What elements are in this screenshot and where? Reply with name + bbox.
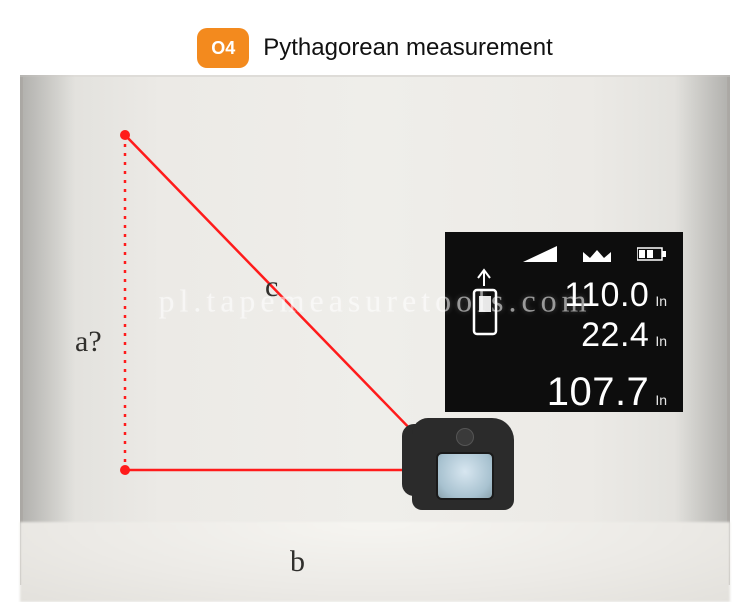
display-status-row bbox=[523, 246, 667, 262]
step-badge: O4 bbox=[197, 28, 249, 68]
device-button bbox=[456, 428, 474, 446]
label-b: b bbox=[290, 545, 305, 579]
battery-icon bbox=[637, 247, 667, 261]
measurement-value-2: 22.4 In bbox=[581, 318, 667, 352]
value-2-unit: In bbox=[655, 334, 667, 352]
device-lcd bbox=[436, 452, 494, 500]
measurement-value-result: 107.7 In bbox=[547, 366, 667, 412]
triangle-side-c bbox=[125, 135, 450, 470]
laser-measure-device bbox=[412, 418, 514, 510]
measurement-value-1: 110.0 In bbox=[564, 278, 667, 312]
value-1-number: 110.0 bbox=[564, 278, 649, 312]
canvas: O4 Pythagorean measurement a? b c bbox=[0, 0, 750, 602]
header: O4 Pythagorean measurement bbox=[0, 28, 750, 68]
range-icon bbox=[583, 246, 611, 262]
value-1-unit: In bbox=[655, 294, 667, 312]
value-2-number: 22.4 bbox=[581, 318, 649, 352]
label-c: c bbox=[265, 270, 278, 304]
measurement-display: 110.0 In 22.4 In 107.7 In bbox=[445, 232, 683, 412]
vertex-top bbox=[120, 130, 130, 140]
label-a: a? bbox=[75, 325, 102, 359]
display-right-column: 110.0 In 22.4 In 107.7 In bbox=[523, 246, 667, 400]
step-badge-text: O4 bbox=[211, 38, 235, 59]
page-title: Pythagorean measurement bbox=[263, 34, 553, 62]
device-icon bbox=[466, 268, 506, 340]
signal-strength-icon bbox=[523, 246, 557, 262]
value-3-unit: In bbox=[655, 393, 667, 411]
value-3-number: 107.7 bbox=[547, 372, 650, 412]
display-left-column bbox=[461, 246, 511, 400]
vertex-bottom bbox=[120, 465, 130, 475]
